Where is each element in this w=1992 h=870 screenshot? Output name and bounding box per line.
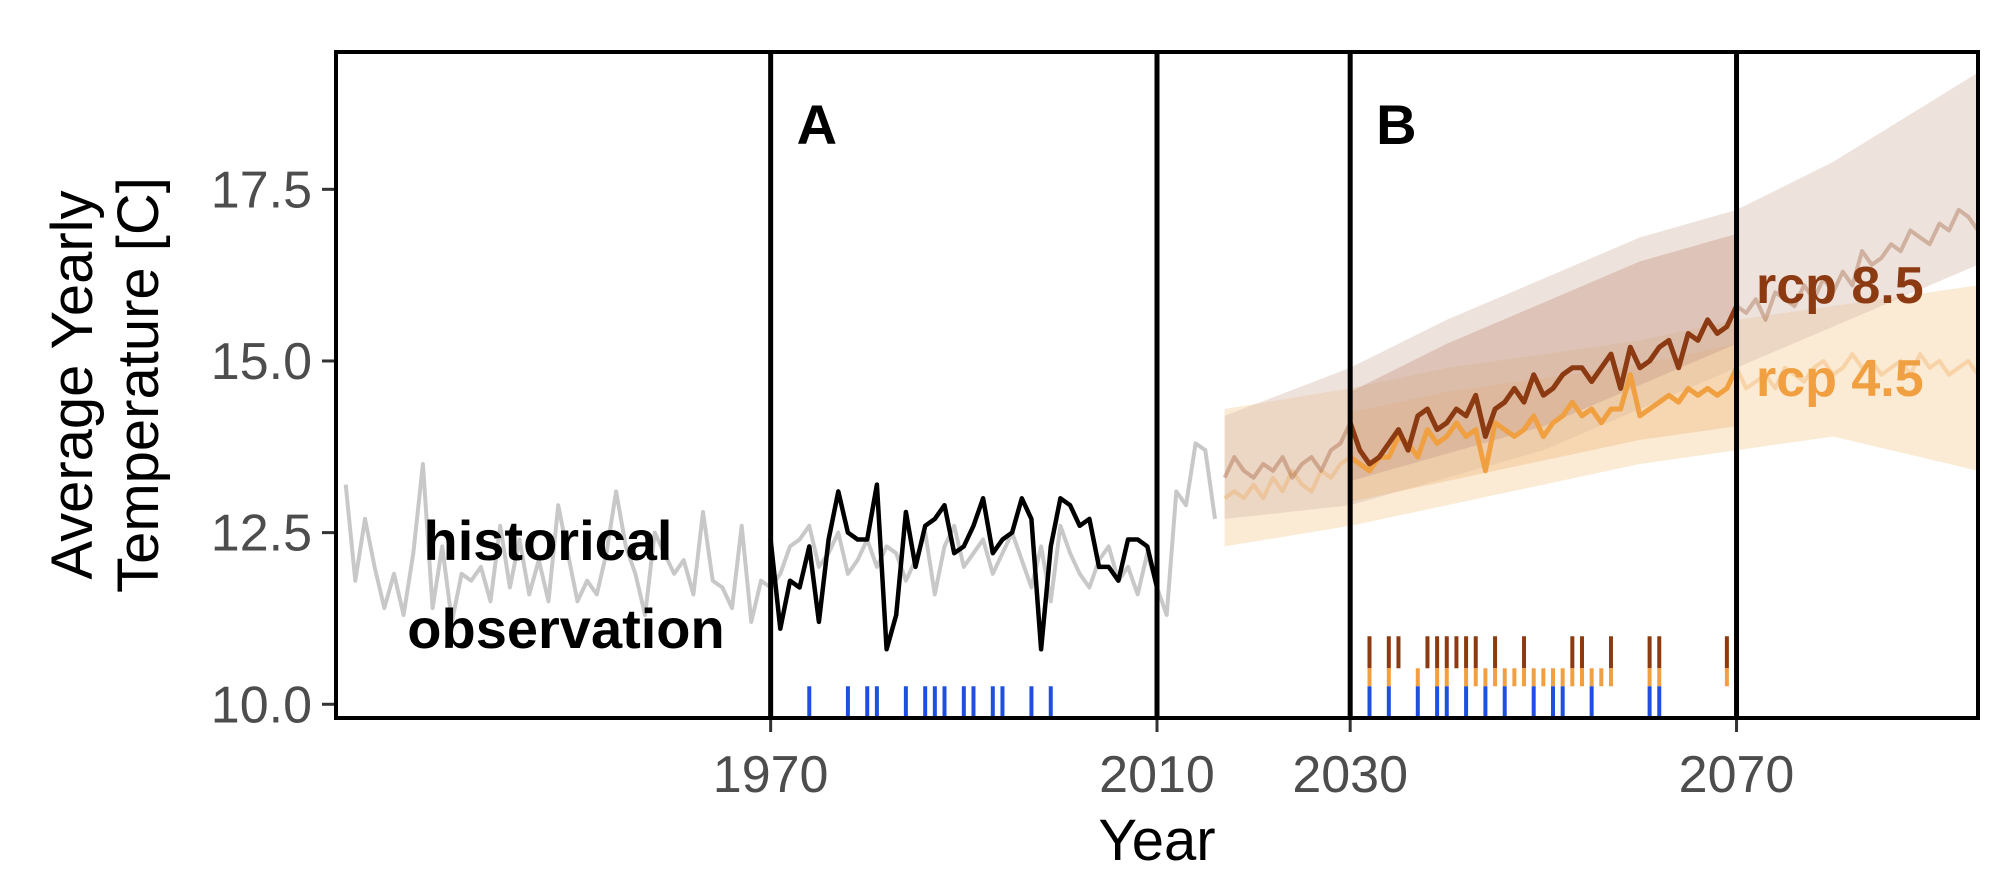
series-line-rcp45 bbox=[1348, 366, 1739, 474]
historical-annotation-line2: observation bbox=[407, 597, 724, 660]
x-tick-label: 1970 bbox=[713, 746, 829, 804]
series-line-rcp45-pre bbox=[1223, 455, 1352, 501]
x-tick-label: 2010 bbox=[1099, 746, 1215, 804]
plot-frame bbox=[334, 50, 1980, 720]
y-axis-title-line1: Average Yearly bbox=[40, 190, 105, 579]
x-tick-label: 2070 bbox=[1679, 746, 1795, 804]
y-axis-title-line2: Temperature [C] bbox=[106, 177, 171, 593]
y-tick-label: 12.5 bbox=[211, 505, 312, 563]
series-line-rcp85-post bbox=[1735, 207, 1980, 322]
series-lines bbox=[343, 207, 1980, 652]
period-b-label: B bbox=[1376, 93, 1416, 156]
period-boundaries bbox=[768, 52, 1740, 718]
event-ticks bbox=[807, 636, 1729, 719]
x-axis-title: Year bbox=[1098, 808, 1215, 870]
rcp85-label: rcp 8.5 bbox=[1756, 257, 1924, 315]
series-line-period-a bbox=[768, 482, 1160, 652]
rcp45-label: rcp 4.5 bbox=[1756, 350, 1924, 408]
period-a-label: A bbox=[797, 93, 837, 156]
series-line-historical bbox=[343, 441, 1217, 624]
historical-annotation-line1: historical bbox=[424, 509, 673, 572]
x-tick-label: 2030 bbox=[1292, 746, 1408, 804]
y-tick-label: 10.0 bbox=[211, 676, 312, 734]
series-line-rcp85 bbox=[1347, 304, 1739, 467]
series-line-rcp85-pre bbox=[1222, 421, 1353, 480]
series-line-rcp45-post bbox=[1734, 352, 1980, 391]
band-rcp45 bbox=[1224, 285, 1978, 547]
y-tick-label: 17.5 bbox=[211, 161, 312, 219]
band-inner-rcp45 bbox=[1350, 343, 1737, 502]
axis-ticks: 10.0 12.5 15.0 17.5 1970 2010 2030 2070 bbox=[211, 161, 1795, 804]
band-rcp85 bbox=[1224, 72, 1978, 519]
y-tick-label: 15.0 bbox=[211, 333, 312, 391]
